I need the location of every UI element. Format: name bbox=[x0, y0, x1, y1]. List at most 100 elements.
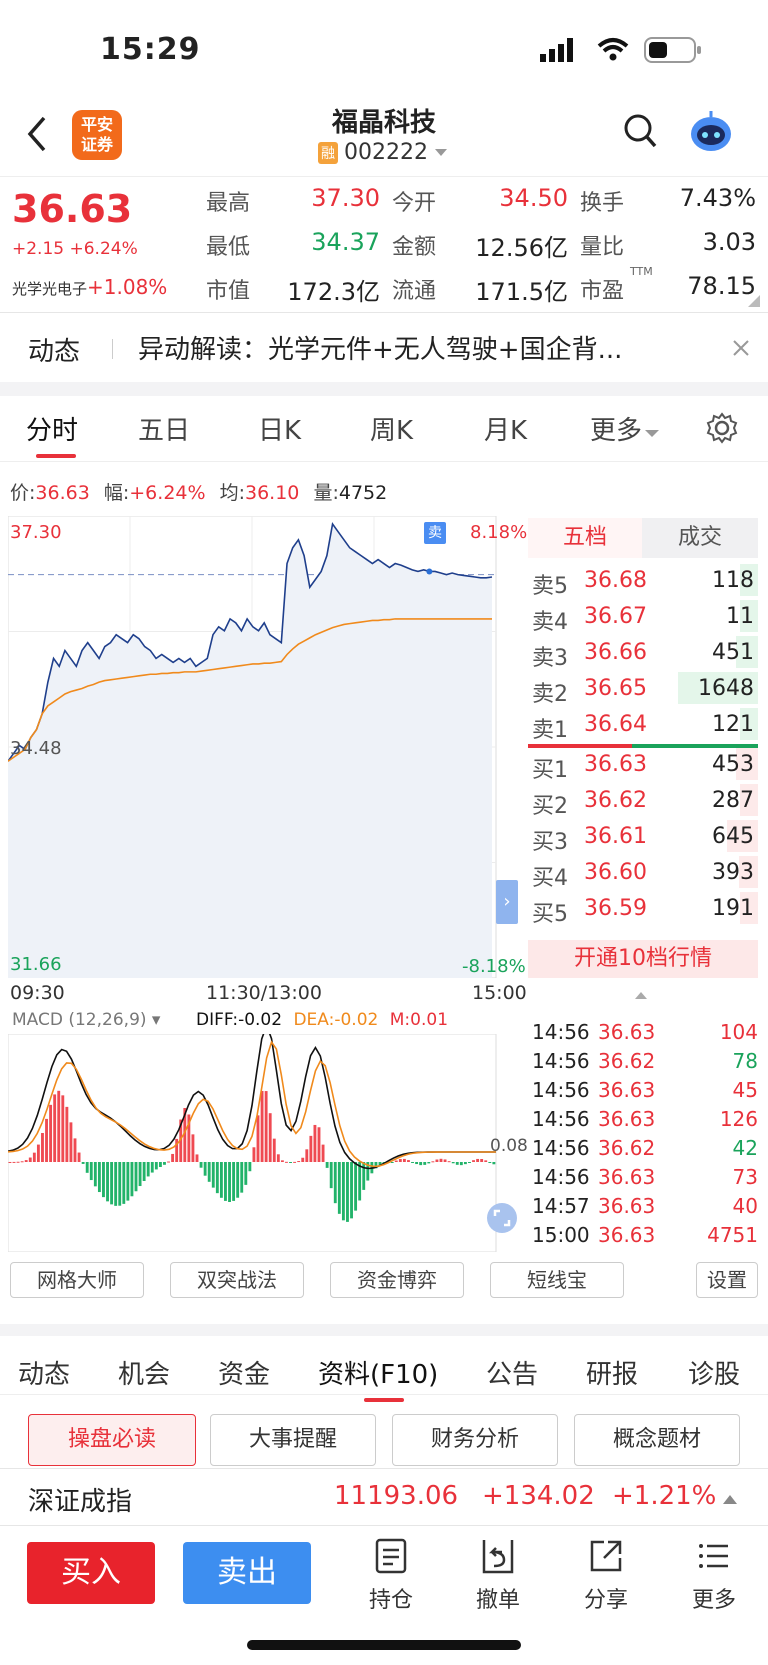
info-tab-f10[interactable]: 资料(F10) bbox=[318, 1360, 439, 1390]
stock-code-selector[interactable]: 融 002222 bbox=[318, 140, 448, 165]
subtab-concepts[interactable]: 概念题材 bbox=[574, 1414, 740, 1466]
intraday-chart[interactable] bbox=[8, 516, 526, 978]
scroll-up-icon[interactable] bbox=[634, 990, 648, 1000]
tab-monthly-k[interactable]: 月K bbox=[484, 416, 528, 446]
subtab-must-read[interactable]: 操盘必读 bbox=[28, 1414, 196, 1466]
nav-share[interactable]: 分享 bbox=[566, 1538, 646, 1614]
bid-level-2[interactable]: 买2 36.62 287 bbox=[528, 782, 758, 820]
tab-5day[interactable]: 五日 bbox=[138, 416, 191, 446]
search-icon[interactable] bbox=[622, 112, 658, 152]
y-mid-label: 34.48 bbox=[10, 738, 62, 759]
subtab-financials[interactable]: 财务分析 bbox=[392, 1414, 558, 1466]
macd-histogram-bar bbox=[20, 1161, 24, 1163]
ask-level-2[interactable]: 卖2 36.65 1648 bbox=[528, 670, 758, 708]
back-icon[interactable] bbox=[24, 114, 50, 154]
macd-chart[interactable] bbox=[8, 1034, 526, 1252]
tab-weekly-k[interactable]: 周K bbox=[370, 416, 414, 446]
nav-more[interactable]: 更多 bbox=[674, 1538, 754, 1614]
low-value: 34.37 bbox=[311, 228, 380, 256]
sell-button[interactable]: 卖出 bbox=[183, 1542, 311, 1604]
macd-histogram-bar bbox=[431, 1161, 435, 1163]
macd-histogram-bar bbox=[439, 1158, 443, 1162]
macd-histogram-bar bbox=[57, 1090, 61, 1162]
chart-info-line: 价:36.63 幅:+6.24% 均:36.10 量:4752 bbox=[10, 482, 388, 504]
macd-selector[interactable]: MACD (12,26,9) ▾ bbox=[12, 1010, 161, 1030]
ask-level-5[interactable]: 卖5 36.68 118 bbox=[528, 562, 758, 600]
macd-histogram-bar bbox=[435, 1159, 439, 1162]
info-tab-research[interactable]: 研报 bbox=[586, 1360, 639, 1390]
ask-level-3[interactable]: 卖3 36.66 451 bbox=[528, 634, 758, 672]
level-price: 36.61 bbox=[584, 824, 647, 849]
nav-positions[interactable]: 持仓 bbox=[351, 1538, 431, 1614]
cancel-order-icon bbox=[482, 1540, 514, 1574]
tool-settings[interactable]: 设置 bbox=[696, 1262, 758, 1298]
level-label: 买5 bbox=[532, 902, 568, 927]
info-tab-opportunity[interactable]: 机会 bbox=[118, 1360, 171, 1390]
macd-histogram-bar bbox=[374, 1162, 378, 1169]
orderbook-tabs: 五档 成交 bbox=[528, 518, 758, 558]
expand-corner-icon[interactable] bbox=[748, 295, 760, 307]
float-value: 171.5亿 bbox=[475, 278, 568, 306]
info-tab-news[interactable]: 动态 bbox=[18, 1360, 71, 1390]
tab-more[interactable]: 更多 bbox=[590, 410, 660, 447]
level-price: 36.65 bbox=[584, 676, 647, 701]
news-headline[interactable]: 异动解读：光学元件+无人驾驶+国企背... bbox=[138, 335, 623, 365]
tick-time: 14:56 bbox=[532, 1136, 590, 1160]
robot-assistant-icon[interactable] bbox=[686, 108, 736, 154]
macd-histogram-bar bbox=[134, 1162, 138, 1192]
ask-level-1[interactable]: 卖1 36.64 121 bbox=[528, 706, 758, 744]
tab-five-levels[interactable]: 五档 bbox=[528, 518, 642, 558]
index-value: 11193.06 bbox=[334, 1481, 459, 1511]
tool-grid-master[interactable]: 网格大师 bbox=[10, 1262, 144, 1298]
macd-histogram-bar bbox=[362, 1162, 366, 1190]
level-label: 买1 bbox=[532, 758, 568, 783]
macd-histogram-bar bbox=[154, 1162, 158, 1170]
stock-name: 福晶科技 bbox=[331, 108, 436, 138]
info-tab-announcement[interactable]: 公告 bbox=[486, 1360, 539, 1390]
index-ticker[interactable]: 深证成指 11193.06 +134.02 +1.21% bbox=[0, 1468, 768, 1526]
bid-level-4[interactable]: 买4 36.60 393 bbox=[528, 854, 758, 892]
quote-panel: 36.63 +2.15 +6.24% 光学光电子+1.08% 最高 37.30 … bbox=[0, 176, 768, 312]
macd-histogram-bar bbox=[260, 1090, 264, 1162]
macd-histogram-bar bbox=[289, 1162, 292, 1163]
settings-gear-icon[interactable] bbox=[706, 412, 738, 444]
bid-level-3[interactable]: 买3 36.61 645 bbox=[528, 818, 758, 856]
ask-level-4[interactable]: 卖4 36.67 11 bbox=[528, 598, 758, 636]
bid-level-1[interactable]: 买1 36.63 453 bbox=[528, 746, 758, 784]
close-icon[interactable] bbox=[732, 339, 750, 357]
volume-bar bbox=[678, 672, 758, 704]
tab-intraday[interactable]: 分时 bbox=[26, 416, 79, 446]
news-bar[interactable]: 动态 异动解读：光学元件+无人驾驶+国企背... bbox=[0, 312, 768, 382]
tab-trades[interactable]: 成交 bbox=[677, 525, 722, 550]
level-volume: 11 bbox=[726, 604, 754, 629]
subtab-events[interactable]: 大事提醒 bbox=[210, 1414, 376, 1466]
fullscreen-icon[interactable] bbox=[486, 1202, 518, 1234]
level-label: 买2 bbox=[532, 794, 568, 819]
level-price: 36.60 bbox=[584, 860, 647, 885]
info-tab-funds[interactable]: 资金 bbox=[218, 1360, 271, 1390]
tool-fund-game[interactable]: 资金博弈 bbox=[330, 1262, 464, 1298]
level-price: 36.59 bbox=[584, 896, 647, 921]
info-tab-diagnosis[interactable]: 诊股 bbox=[688, 1360, 741, 1390]
macd-histogram-bar bbox=[366, 1162, 370, 1181]
open-label: 今开 bbox=[392, 191, 437, 216]
tool-double-breakout[interactable]: 双突战法 bbox=[170, 1262, 304, 1298]
tick-volume: 104 bbox=[719, 1020, 758, 1044]
sector-link[interactable]: 光学光电子+1.08% bbox=[12, 275, 168, 299]
bid-level-5[interactable]: 买5 36.59 191 bbox=[528, 890, 758, 928]
level-price: 36.68 bbox=[584, 568, 647, 593]
macd-histogram-bar bbox=[472, 1160, 475, 1162]
chart-expand-arrow[interactable]: › bbox=[496, 880, 518, 924]
tab-daily-k[interactable]: 日K bbox=[258, 416, 302, 446]
chart-period-tabs: 分时 五日 日K 周K 月K 更多 bbox=[0, 396, 768, 462]
level-price: 36.64 bbox=[584, 712, 647, 737]
buy-button[interactable]: 买入 bbox=[27, 1542, 155, 1604]
macd-histogram-bar bbox=[114, 1162, 118, 1206]
expand-up-icon[interactable] bbox=[722, 1493, 738, 1505]
nav-cancel-order[interactable]: 撤单 bbox=[458, 1538, 538, 1614]
open-10-levels-button[interactable]: 开通10档行情 bbox=[528, 940, 758, 978]
tick-time: 14:56 bbox=[532, 1078, 590, 1102]
tool-short-term[interactable]: 短线宝 bbox=[490, 1262, 624, 1298]
sell-marker[interactable]: 卖 bbox=[424, 522, 446, 544]
macd-histogram-bar bbox=[411, 1162, 414, 1163]
